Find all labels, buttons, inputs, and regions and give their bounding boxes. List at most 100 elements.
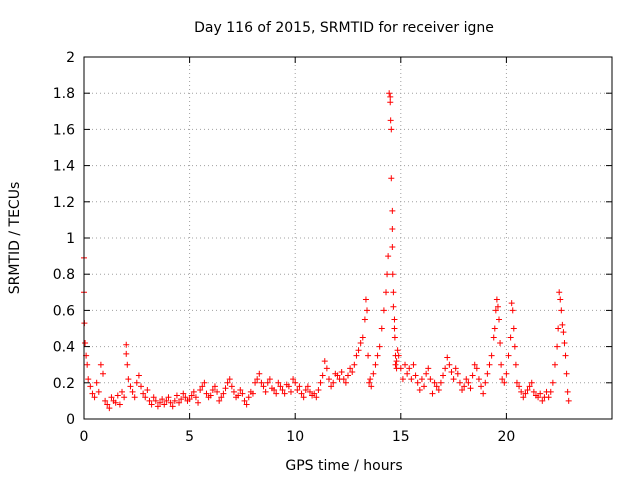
data-point bbox=[423, 370, 430, 377]
data-point bbox=[518, 388, 525, 395]
data-point bbox=[391, 316, 398, 323]
data-point bbox=[275, 379, 282, 386]
data-point bbox=[389, 244, 396, 251]
data-point bbox=[306, 388, 313, 395]
data-point bbox=[211, 383, 218, 390]
data-point bbox=[228, 383, 235, 390]
data-point bbox=[557, 296, 564, 303]
data-point bbox=[84, 361, 91, 368]
data-point bbox=[402, 361, 409, 368]
data-point bbox=[406, 365, 413, 372]
data-point bbox=[484, 370, 491, 377]
data-point bbox=[197, 387, 204, 394]
data-point bbox=[290, 376, 297, 383]
data-point bbox=[347, 365, 354, 372]
data-point bbox=[241, 397, 248, 404]
plot-frame bbox=[83, 56, 613, 420]
data-point bbox=[555, 325, 562, 332]
y-tick-label: 0.6 bbox=[53, 303, 75, 319]
data-point bbox=[482, 379, 489, 386]
data-point bbox=[173, 392, 180, 399]
data-point bbox=[461, 383, 468, 390]
data-point bbox=[551, 361, 558, 368]
data-point bbox=[338, 368, 345, 375]
data-point bbox=[361, 316, 368, 323]
data-point bbox=[317, 379, 324, 386]
data-point bbox=[161, 401, 168, 408]
data-point bbox=[140, 390, 147, 397]
y-tick-label: 1.2 bbox=[53, 195, 75, 211]
data-point bbox=[376, 343, 383, 350]
data-point bbox=[311, 390, 318, 397]
data-point bbox=[427, 376, 434, 383]
data-point bbox=[388, 175, 395, 182]
data-point bbox=[266, 376, 273, 383]
data-point bbox=[112, 399, 119, 406]
data-point bbox=[389, 271, 396, 278]
data-point bbox=[100, 370, 107, 377]
data-point bbox=[501, 379, 508, 386]
data-point bbox=[520, 394, 527, 401]
data-point bbox=[496, 316, 503, 323]
data-point bbox=[209, 387, 216, 394]
data-point bbox=[563, 370, 570, 377]
data-point bbox=[556, 289, 563, 296]
data-point bbox=[498, 361, 505, 368]
y-tick-label: 1 bbox=[66, 231, 75, 247]
data-point bbox=[359, 334, 366, 341]
data-point bbox=[391, 334, 398, 341]
data-point bbox=[163, 397, 170, 404]
data-point bbox=[154, 403, 161, 410]
data-point bbox=[281, 390, 288, 397]
data-point bbox=[522, 390, 529, 397]
data-point bbox=[480, 390, 487, 397]
y-tick-label: 0.2 bbox=[53, 376, 75, 392]
data-point bbox=[510, 325, 517, 332]
data-point bbox=[530, 388, 537, 395]
data-point bbox=[152, 397, 159, 404]
data-point bbox=[380, 307, 387, 314]
data-point bbox=[435, 387, 442, 394]
data-point bbox=[123, 341, 130, 348]
data-point bbox=[345, 372, 351, 379]
data-point bbox=[416, 387, 423, 394]
data-point bbox=[203, 390, 210, 397]
data-point bbox=[547, 388, 554, 395]
data-point bbox=[412, 372, 419, 379]
x-tick-label: 15 bbox=[392, 429, 410, 445]
data-point bbox=[262, 388, 269, 395]
data-point bbox=[488, 352, 495, 359]
data-point bbox=[558, 307, 565, 314]
data-point bbox=[433, 383, 440, 390]
data-point bbox=[444, 354, 451, 361]
data-point bbox=[91, 394, 98, 401]
data-point bbox=[493, 296, 500, 303]
y-axis-label: SRMTID / TECUs bbox=[7, 182, 23, 295]
data-point bbox=[226, 376, 233, 383]
data-point bbox=[562, 352, 569, 359]
data-point bbox=[178, 396, 185, 403]
data-point bbox=[459, 387, 466, 394]
data-point bbox=[157, 399, 164, 406]
data-point bbox=[201, 379, 208, 386]
data-point bbox=[124, 361, 131, 368]
data-point bbox=[539, 397, 546, 404]
data-point bbox=[368, 383, 375, 390]
data-point bbox=[319, 372, 326, 379]
data-point bbox=[285, 383, 292, 390]
data-point bbox=[446, 361, 453, 368]
data-point bbox=[165, 394, 172, 401]
data-point bbox=[565, 397, 572, 404]
data-point bbox=[340, 376, 347, 383]
data-point bbox=[245, 394, 252, 401]
data-point bbox=[410, 361, 417, 368]
data-point bbox=[511, 343, 518, 350]
data-point bbox=[304, 383, 311, 390]
data-point bbox=[123, 350, 130, 357]
data-point bbox=[271, 387, 278, 394]
data-point bbox=[535, 394, 542, 401]
data-point bbox=[408, 376, 415, 383]
data-point bbox=[561, 339, 568, 346]
data-point bbox=[144, 387, 151, 394]
